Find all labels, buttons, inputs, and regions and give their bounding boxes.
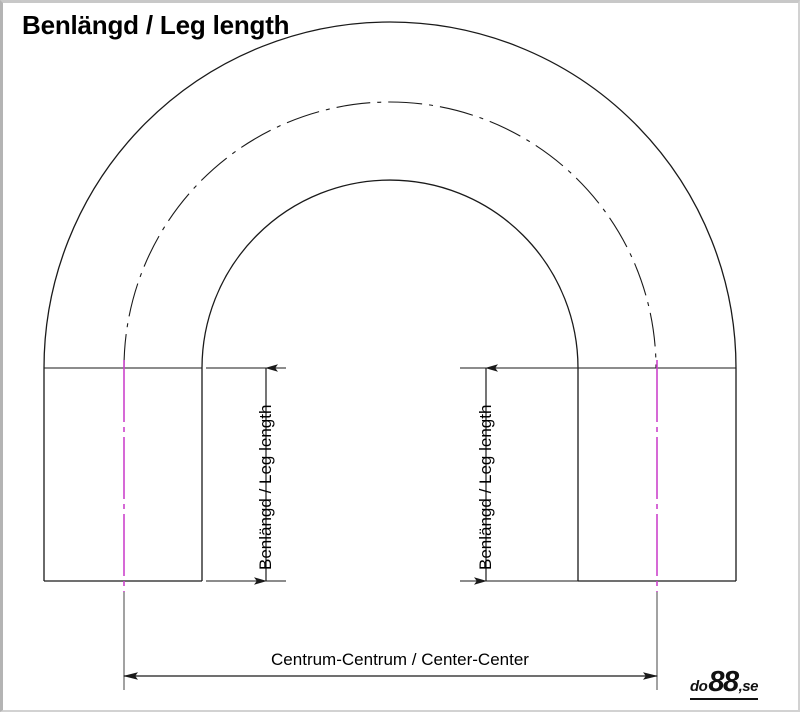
pipe-inner-profile — [201, 179, 579, 581]
centerline-group — [123, 101, 658, 592]
leg-length-label-right: Benlängd / Leg length — [476, 404, 495, 570]
bend-centerline-arc — [123, 101, 657, 369]
center-to-center-label: Centrum-Centrum / Center-Center — [271, 650, 529, 669]
center-to-center-dimension — [123, 592, 658, 690]
do88-logo[interactable]: do 88 ,se — [690, 668, 758, 700]
logo-digits-text: 88 — [708, 666, 739, 698]
logo-suffix-text: ,se — [738, 678, 759, 695]
page-title: Benlängd / Leg length — [22, 10, 290, 40]
leg-length-dimension-right — [460, 364, 578, 585]
pipe-outer-profile — [43, 21, 737, 581]
logo-prefix-text: do — [690, 678, 708, 695]
pipe-outline-group — [43, 21, 737, 582]
leg-length-label-left: Benlängd / Leg length — [256, 404, 275, 570]
leg-length-dimension-left — [206, 364, 286, 585]
